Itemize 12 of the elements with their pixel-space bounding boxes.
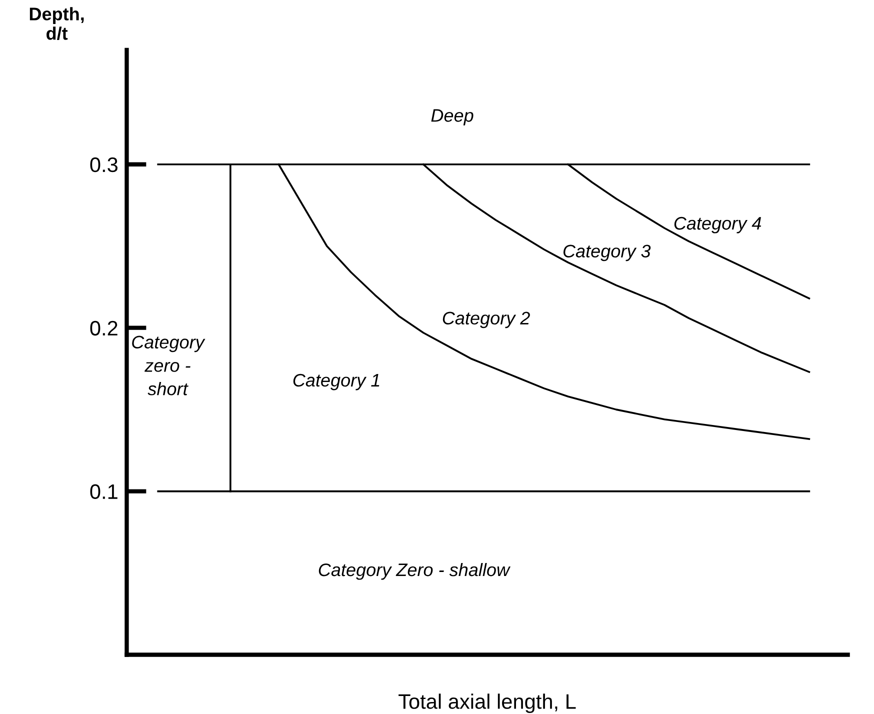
annotation: Category Zero - shallow <box>318 562 511 580</box>
annotation: Category 2 <box>442 312 530 328</box>
annotation: Deep <box>431 109 474 126</box>
annotation: Category 4 <box>674 216 762 234</box>
annotation: Category 3 <box>563 244 651 262</box>
x-axis-title: Total axial length, L <box>398 694 576 714</box>
y-axis-title: Depth, d/t <box>30 7 84 40</box>
y-tick-label: 0.3 <box>90 157 118 172</box>
y-tick-label: 0.1 <box>90 484 118 500</box>
annotation: Category zero - short <box>132 336 206 396</box>
annotation: Category 1 <box>293 374 380 390</box>
y-tick-label: 0.2 <box>90 320 118 336</box>
